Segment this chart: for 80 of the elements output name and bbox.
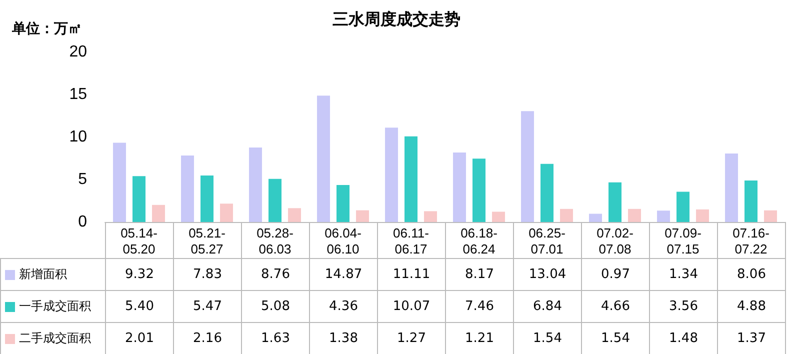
x-tick-label: 07.16-07.22 <box>732 226 770 256</box>
data-label: 5.40 <box>106 290 174 322</box>
data-label: 7.46 <box>446 290 514 322</box>
bar <box>608 182 622 222</box>
bar <box>560 208 573 222</box>
chart-title: 三水周度成交走势 <box>332 10 460 28</box>
bar <box>628 208 641 222</box>
bar <box>472 158 486 222</box>
bar <box>268 178 282 222</box>
x-tick-label: 06.11-06.17 <box>393 226 429 256</box>
bar <box>288 208 301 222</box>
x-tick-label: 07.09-07.15 <box>664 226 702 256</box>
y-tick-label: 0 <box>78 214 88 230</box>
data-label: 1.37 <box>718 322 786 354</box>
data-label: 0.97 <box>582 258 650 290</box>
data-label: 1.63 <box>242 322 310 354</box>
data-label: 14.87 <box>310 258 378 290</box>
y-axis-title: 单位：万㎡ <box>11 21 82 37</box>
bar <box>696 209 709 222</box>
data-label: 1.38 <box>310 322 378 354</box>
bar <box>249 148 262 222</box>
bar <box>540 164 554 222</box>
bar <box>492 212 505 222</box>
bar <box>453 152 466 222</box>
bar <box>356 210 369 222</box>
data-label: 4.66 <box>582 290 650 322</box>
bar <box>385 128 398 222</box>
data-label: 1.21 <box>446 322 514 354</box>
bar <box>424 211 437 222</box>
x-tick-label: 07.02-07.08 <box>596 226 634 256</box>
data-label: 1.34 <box>650 258 718 290</box>
bar <box>657 210 670 222</box>
bar <box>521 111 534 222</box>
bar <box>200 176 214 222</box>
bar <box>336 184 350 222</box>
bar <box>132 176 146 222</box>
bar <box>725 153 738 222</box>
bar <box>113 142 126 222</box>
data-label: 11.11 <box>378 258 446 290</box>
data-label: 7.83 <box>174 258 242 290</box>
bar <box>317 96 330 222</box>
bar <box>764 210 777 222</box>
y-tick-label: 20 <box>69 44 88 60</box>
data-label: 6.84 <box>514 290 582 322</box>
x-tick-label: 06.18-06.24 <box>460 226 498 256</box>
data-label: 5.47 <box>174 290 242 322</box>
y-tick-label: 15 <box>69 86 88 103</box>
legend-label: 一手成交面积 <box>0 290 106 322</box>
x-tick-label: 05.14-05.20 <box>120 226 158 256</box>
data-label: 4.88 <box>718 290 786 322</box>
data-label: 2.01 <box>106 322 174 354</box>
data-label: 8.17 <box>446 258 514 290</box>
legend-label: 二手成交面积 <box>0 322 106 354</box>
bar <box>220 204 233 222</box>
y-tick-label: 5 <box>78 171 88 188</box>
data-label: 8.76 <box>242 258 310 290</box>
x-tick-label: 06.25-07.01 <box>528 226 566 256</box>
data-label: 2.16 <box>174 322 242 354</box>
legend-label: 新增面积 <box>0 258 106 290</box>
data-label: 4.36 <box>310 290 378 322</box>
bar <box>181 155 194 222</box>
data-label: 9.32 <box>106 258 174 290</box>
data-label: 3.56 <box>650 290 718 322</box>
x-tick-label: 05.28-06.03 <box>256 226 294 256</box>
x-tick-label: 06.04-06.10 <box>324 226 362 256</box>
bar <box>404 136 418 222</box>
bar <box>744 180 758 222</box>
data-label: 5.08 <box>242 290 310 322</box>
data-label: 1.54 <box>514 322 582 354</box>
data-label: 8.06 <box>718 258 786 290</box>
data-label: 13.04 <box>514 258 582 290</box>
bar <box>152 204 165 222</box>
bar <box>676 192 690 222</box>
data-label: 10.07 <box>378 290 446 322</box>
data-label: 1.54 <box>582 322 650 354</box>
data-label: 1.48 <box>650 322 718 354</box>
bar <box>589 214 602 222</box>
data-label: 1.27 <box>378 322 446 354</box>
y-tick-label: 10 <box>69 128 88 146</box>
x-tick-label: 05.21-05.27 <box>188 226 226 256</box>
